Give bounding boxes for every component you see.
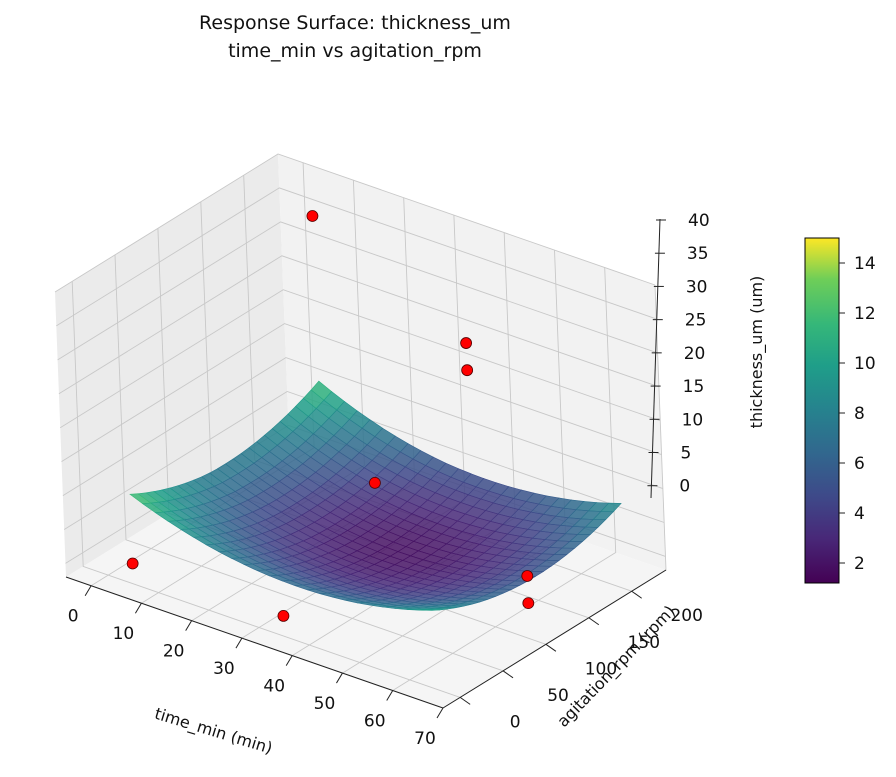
y-tick-label: 50: [547, 686, 569, 706]
z-tick-label: 10: [682, 410, 704, 430]
surface-patch: [419, 609, 441, 611]
x-tick-label: 30: [213, 659, 235, 679]
data-point: [521, 570, 534, 582]
x-tick-label: 70: [414, 729, 436, 749]
x-tick: [235, 637, 243, 649]
y-tick: [545, 643, 557, 652]
y-tick: [502, 670, 514, 679]
z-tick-label: 20: [684, 344, 706, 364]
z-tick-label: 30: [686, 277, 708, 297]
colorbar-gradient: [804, 237, 840, 584]
z-tick-label: 0: [679, 477, 690, 497]
chart-subtitle: time_min vs agitation_rpm: [228, 40, 482, 62]
x-axis-label: time_min (min): [152, 704, 275, 759]
y-tick-label: 0: [510, 712, 521, 732]
grid-line-z: [58, 255, 660, 395]
data-point: [460, 337, 473, 349]
z-axis-label: thickness_um (um): [747, 276, 767, 429]
x-tick: [134, 602, 142, 614]
x-tick-label: 60: [364, 712, 386, 732]
y-tick: [631, 590, 642, 599]
z-tick-label: 5: [681, 444, 692, 464]
colorbar-tick-label: 4: [854, 504, 865, 524]
x-tick-label: 50: [314, 694, 336, 714]
y-tick: [588, 617, 600, 626]
z-tick-label: 25: [685, 311, 707, 331]
grid-line-z: [63, 391, 665, 530]
response-surface: [129, 380, 622, 611]
grid-line-z: [54, 153, 656, 293]
chart-title: Response Surface: thickness_um: [199, 12, 511, 34]
z-tick-label: 35: [687, 244, 709, 264]
x-tick-label: 10: [113, 624, 135, 644]
grid-line-y: [114, 254, 504, 672]
x-tick: [185, 620, 193, 631]
colorbar-tick-label: 8: [854, 404, 865, 424]
x-tick: [336, 672, 343, 684]
x-axis-line: [65, 576, 444, 709]
x-tick-label: 40: [263, 677, 285, 697]
axes-ticks: 0 10 20 30 40 50 60 70 0 50 100 150 200 0 5 10 15 20 25 30 3…: [68, 211, 710, 749]
data-point: [277, 609, 290, 622]
data-point: [306, 210, 319, 222]
grid-line-z: [56, 187, 657, 327]
data-point: [126, 557, 139, 570]
grid-line-z: [59, 289, 661, 429]
x-tick: [436, 707, 444, 719]
y-tick: [459, 696, 471, 705]
data-point: [368, 476, 381, 489]
y-tick-label: 100: [585, 659, 617, 679]
grid-line-z: [57, 221, 658, 361]
axes-edges: [65, 569, 667, 709]
grid-line-z: [61, 323, 662, 462]
x-tick-label: 0: [68, 607, 79, 627]
data-points: [126, 210, 535, 622]
x-tick: [84, 585, 92, 596]
colorbar-tick-label: 2: [854, 554, 865, 574]
colorbar-tick-label: 12: [854, 304, 876, 324]
z-tick-label: 15: [683, 377, 705, 397]
grid-line-z: [62, 357, 664, 496]
y-tick-label: 200: [670, 606, 702, 626]
y-axis-line: [442, 569, 667, 709]
data-point: [461, 364, 474, 377]
z-axis-line: [650, 218, 661, 499]
colorbar-tick-label: 6: [854, 454, 865, 474]
y-tick-label: 150: [628, 633, 660, 653]
data-point: [522, 597, 535, 610]
z-tick-label: 40: [688, 211, 710, 231]
colorbar-tick-label: 14: [854, 254, 876, 274]
x-tick: [386, 690, 394, 701]
colorbar-tick-label: 10: [854, 354, 876, 374]
grid-line-y: [71, 281, 461, 698]
grid-line-x: [392, 267, 617, 691]
x-tick: [285, 655, 293, 666]
colorbar: 2 4 6 8 10 12 14: [804, 237, 876, 584]
x-tick-label: 20: [163, 642, 185, 662]
